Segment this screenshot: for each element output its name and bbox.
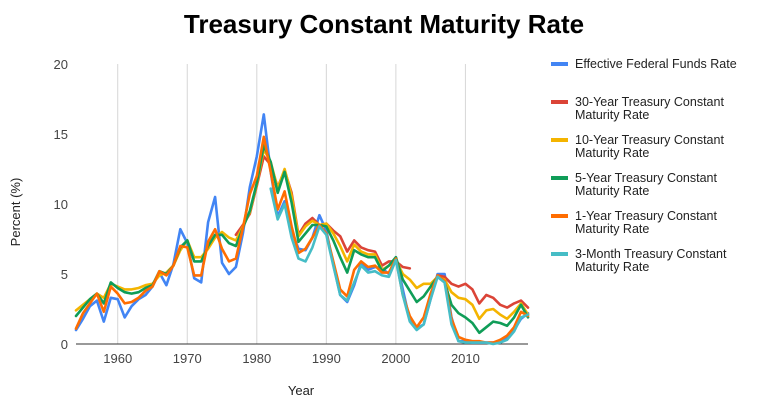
y-tick-label: 10 xyxy=(54,197,68,212)
y-tick-label: 0 xyxy=(61,337,68,352)
x-axis-label: Year xyxy=(288,383,315,398)
legend-swatch xyxy=(551,62,568,66)
series-line-2 xyxy=(74,148,530,321)
chart-title: Treasury Constant Maturity Rate xyxy=(184,9,584,39)
tick-labels: 1960 1970 1980 1990 2000 2010 0 5 10 15 20 xyxy=(54,57,480,366)
x-tick-label: 1960 xyxy=(103,351,132,366)
legend-swatch xyxy=(551,214,568,218)
x-tick-label: 2010 xyxy=(451,351,480,366)
legend-label: 1-Year Treasury Constant Maturity Rate xyxy=(575,209,718,236)
x-tick-label: 1980 xyxy=(242,351,271,366)
y-tick-label: 20 xyxy=(54,57,68,72)
series-line-5 xyxy=(269,187,530,346)
y-tick-label: 15 xyxy=(54,127,68,142)
legend-label: 3-Month Treasury Constant Maturity Rate xyxy=(575,247,727,274)
y-axis-label: Percent (%) xyxy=(8,178,23,247)
y-tick-label: 5 xyxy=(61,267,68,282)
x-tick-label: 1970 xyxy=(173,351,202,366)
x-tick-label: 2000 xyxy=(381,351,410,366)
legend-label: 5-Year Treasury Constant Maturity Rate xyxy=(575,171,718,198)
legend-label: Effective Federal Funds Rate xyxy=(575,57,737,71)
legend-swatch xyxy=(551,100,568,104)
grid-lines xyxy=(117,64,466,344)
series-line-3 xyxy=(74,143,530,335)
legend-swatch xyxy=(551,252,568,256)
series-lines xyxy=(74,113,530,346)
legend-swatch xyxy=(551,176,568,180)
legend: Effective Federal Funds Rate 30-Year Trea… xyxy=(551,57,737,274)
x-tick-label: 1990 xyxy=(312,351,341,366)
series-line-4 xyxy=(74,135,530,344)
legend-label: 10-Year Treasury Constant Maturity Rate xyxy=(575,133,724,160)
legend-label: 30-Year Treasury Constant Maturity Rate xyxy=(575,95,724,122)
legend-swatch xyxy=(551,138,568,142)
